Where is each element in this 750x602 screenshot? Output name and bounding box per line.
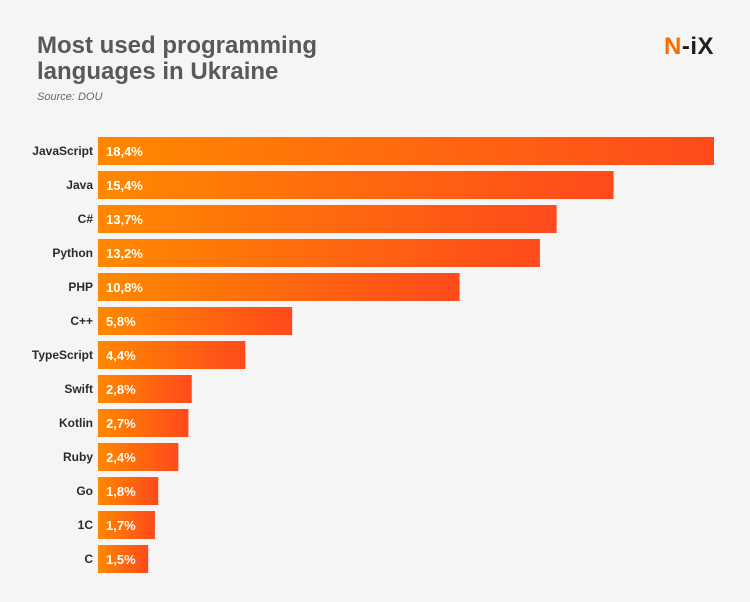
value-label: 13,2% <box>106 246 143 261</box>
category-label: Python <box>52 246 93 260</box>
category-label: Ruby <box>63 450 93 464</box>
category-label: Swift <box>64 382 93 396</box>
bar-python <box>98 239 540 267</box>
value-label: 15,4% <box>106 178 143 193</box>
value-label: 2,4% <box>106 450 136 465</box>
category-label: 1C <box>78 518 94 532</box>
category-label: PHP <box>68 280 93 294</box>
bar-c- <box>98 307 293 335</box>
value-label: 10,8% <box>106 280 143 295</box>
brand-logo: N-iX <box>664 33 714 61</box>
category-label: Kotlin <box>59 416 93 430</box>
bar-java <box>98 171 614 199</box>
value-label: 1,8% <box>106 484 136 499</box>
category-label: C++ <box>70 314 93 328</box>
value-label: 5,8% <box>106 314 136 329</box>
chart-source: Source: DOU <box>37 91 103 103</box>
bar-kotlin <box>98 409 189 437</box>
category-label: Java <box>66 178 93 192</box>
category-label: JavaScript <box>32 144 93 158</box>
bar-c <box>98 545 149 573</box>
logo-n: N <box>664 33 682 60</box>
bar-javascript <box>98 137 714 165</box>
bar-swift <box>98 375 192 403</box>
value-label: 1,5% <box>106 552 136 567</box>
value-label: 2,7% <box>106 416 136 431</box>
bar-c- <box>98 205 557 233</box>
category-label: Go <box>76 484 93 498</box>
bar-ruby <box>98 443 179 471</box>
bar-php <box>98 273 460 301</box>
value-label: 4,4% <box>106 348 136 363</box>
category-label: TypeScript <box>32 348 93 362</box>
value-label: 2,8% <box>106 382 136 397</box>
value-label: 18,4% <box>106 144 143 159</box>
bar-typescript <box>98 341 246 369</box>
category-label: C <box>84 552 93 566</box>
chart-title: Most used programming languages in Ukrai… <box>37 32 318 85</box>
logo-rest: -iX <box>681 33 715 60</box>
value-label: 13,7% <box>106 212 143 227</box>
bar-go <box>98 477 159 505</box>
bar-1c <box>98 511 155 539</box>
category-label: C# <box>78 212 94 226</box>
value-label: 1,7% <box>106 518 136 533</box>
